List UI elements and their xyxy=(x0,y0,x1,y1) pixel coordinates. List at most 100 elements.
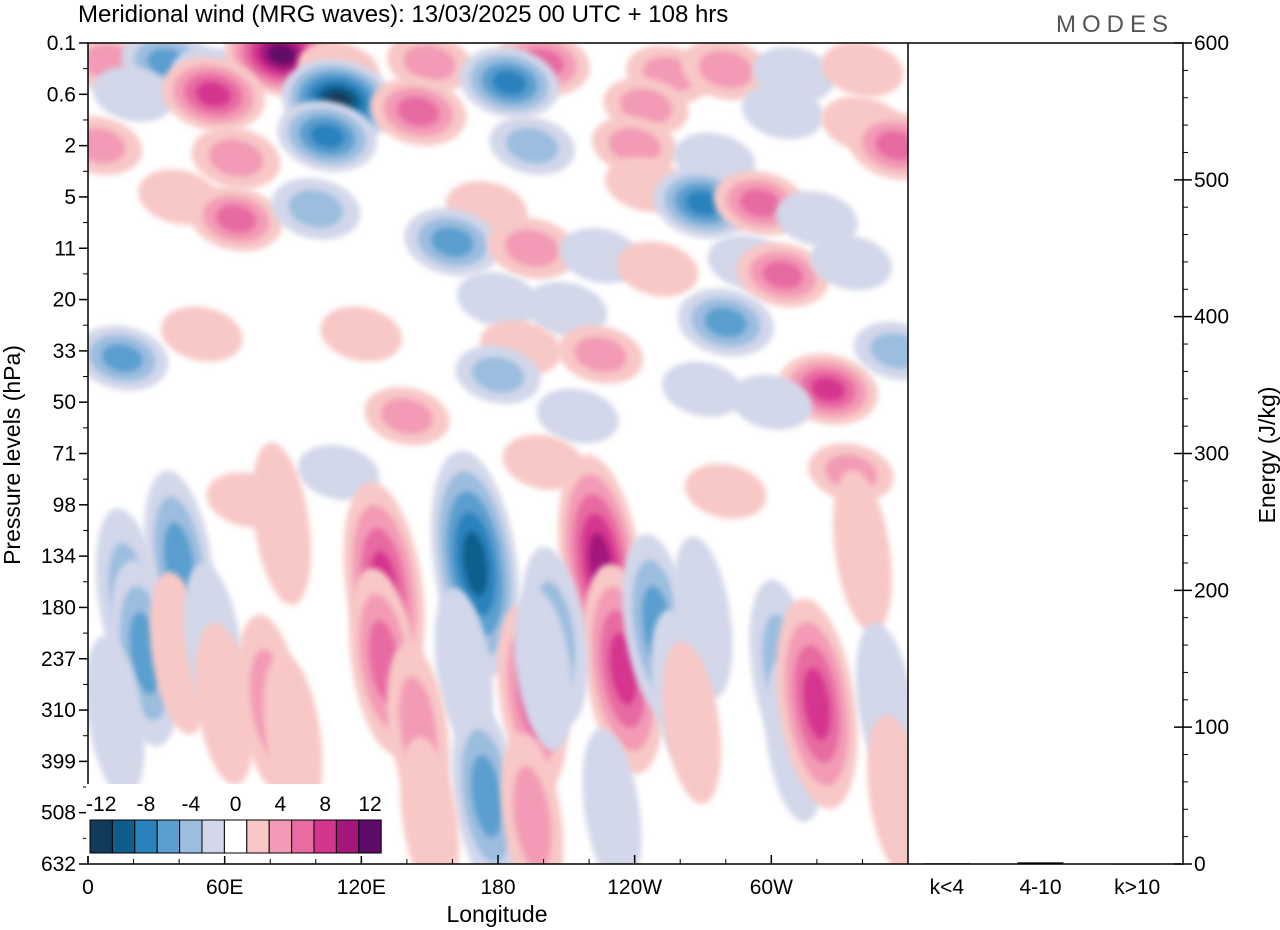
contour-band xyxy=(88,635,145,798)
colorbar-swatch xyxy=(268,819,293,854)
colorbar-swatch xyxy=(291,819,315,854)
contour-band xyxy=(514,587,573,751)
y-tick-label: 632 xyxy=(41,853,76,876)
colorbar: -12 -8 -4 0 4 8 12 xyxy=(86,784,386,856)
wind-anomaly xyxy=(810,234,892,291)
contour-band xyxy=(730,374,813,430)
colorbar-swatch xyxy=(111,819,136,854)
colorbar-swatch xyxy=(358,819,382,854)
energy-tick-label: 200 xyxy=(1194,579,1229,602)
wind-anomaly xyxy=(681,43,771,101)
x-tick-label: 60E xyxy=(206,876,243,899)
colorbar-swatch xyxy=(223,819,248,854)
y-axis-label: Pressure levels (hPa) xyxy=(0,345,25,565)
wind-anomaly xyxy=(514,587,573,751)
contour-band xyxy=(802,667,832,741)
wind-anomaly xyxy=(88,325,169,391)
contour-band xyxy=(462,531,488,597)
wind-anomaly xyxy=(404,208,501,277)
contour-band xyxy=(457,271,539,328)
wind-anomaly xyxy=(853,321,908,381)
wind-anomaly xyxy=(730,374,813,430)
wind-anomaly xyxy=(500,732,564,864)
contour-band xyxy=(88,127,126,164)
wind-anomaly xyxy=(455,345,541,404)
wind-anomaly xyxy=(582,728,642,864)
energy-category-label: k>10 xyxy=(1114,876,1160,899)
wind-anomaly xyxy=(502,434,585,490)
contour-band xyxy=(867,714,908,864)
wind-anomaly xyxy=(161,306,243,362)
wind-anomaly xyxy=(370,77,467,146)
contour-band xyxy=(431,226,474,258)
wind-anomaly xyxy=(297,444,380,501)
contour-band xyxy=(685,190,721,216)
contour-band xyxy=(297,444,380,501)
energy-tick-label: 500 xyxy=(1194,169,1229,192)
contour-band xyxy=(267,44,296,65)
longitude-axis: 0 60E 120E 180 120W 60W xyxy=(82,855,863,899)
energy-tick-label: 0 xyxy=(1194,853,1206,876)
colorbar-swatch xyxy=(201,819,225,854)
contour-band xyxy=(870,332,908,369)
contour-band xyxy=(574,336,627,373)
contour-band xyxy=(471,356,525,393)
y-tick-label: 33 xyxy=(53,340,76,363)
energy-category-label: 4-10 xyxy=(1019,876,1061,899)
contour-band xyxy=(662,361,744,417)
contour-band xyxy=(400,736,460,864)
contour-band xyxy=(762,260,804,290)
colorbar-label: 0 xyxy=(230,793,242,816)
wind-anomaly xyxy=(821,43,904,97)
energy-tick-label: 100 xyxy=(1194,716,1229,739)
wind-anomaly xyxy=(741,84,824,140)
contour-band xyxy=(684,463,767,519)
contour-band xyxy=(161,306,243,362)
wind-anomaly xyxy=(616,241,699,297)
wind-anomaly xyxy=(776,598,858,809)
wind-anomaly xyxy=(387,43,473,93)
wind-anomaly xyxy=(92,66,175,122)
wind-anomaly xyxy=(776,191,858,247)
contour-band xyxy=(320,306,403,362)
x-tick-label: 0 xyxy=(82,876,94,899)
x-tick-label: 120W xyxy=(607,876,662,899)
pressure-axis: 0.1 0.6 2 5 11 20 33 50 71 98 134 180 237 310 399 508 63… xyxy=(41,32,88,876)
contour-band xyxy=(662,641,722,805)
energy-bar xyxy=(1114,863,1161,865)
energy-category-label: k<4 xyxy=(930,876,965,899)
wind-anomaly xyxy=(536,388,619,444)
contour-band xyxy=(288,189,344,228)
colorbar-swatch xyxy=(89,819,113,854)
contour-band xyxy=(776,191,858,247)
colorbar-swatch xyxy=(156,819,181,854)
wind-anomaly xyxy=(451,702,522,864)
contour-band xyxy=(504,229,560,268)
energy-tick-label: 600 xyxy=(1194,32,1229,55)
contour-band xyxy=(608,127,661,164)
contour-band xyxy=(810,376,846,402)
wind-anomaly xyxy=(161,57,265,132)
wind-anomaly xyxy=(320,306,403,362)
y-tick-label: 0.1 xyxy=(47,32,76,55)
y-tick-label: 50 xyxy=(53,391,76,414)
wind-anomaly xyxy=(489,116,575,175)
y-tick-label: 11 xyxy=(54,237,76,260)
contour-band xyxy=(195,81,232,108)
wind-anomaly xyxy=(88,116,143,175)
x-tick-label: 120E xyxy=(337,876,386,899)
colorbar-label: -8 xyxy=(137,793,156,816)
contour-field xyxy=(88,43,908,864)
wind-anomaly xyxy=(677,288,774,357)
colorbar-label: 12 xyxy=(358,793,381,816)
wind-anomaly xyxy=(525,281,608,337)
contour-band xyxy=(471,754,503,838)
y-tick-label: 310 xyxy=(41,699,76,722)
energy-category-labels: k<4 4-10 k>10 xyxy=(930,876,1161,899)
y-tick-label: 134 xyxy=(41,545,76,568)
wind-anomaly xyxy=(191,127,281,189)
contour-band xyxy=(704,307,748,338)
y-tick-label: 2 xyxy=(64,135,76,158)
contour-band xyxy=(101,343,143,373)
contour-band xyxy=(739,188,781,218)
